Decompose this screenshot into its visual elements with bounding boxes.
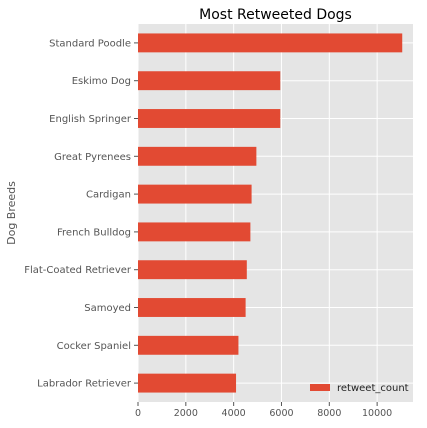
y-tick-label: Cardigan [86,190,131,201]
x-tick-labels: 0 2000 4000 6000 8000 10000 [135,402,392,419]
y-tick-label: Cocker Spaniel [57,341,131,352]
legend-label: retweet_count [337,383,409,394]
bar [138,298,246,317]
bar [138,71,281,91]
bar [138,33,403,53]
y-tick-label: English Springer [49,114,132,125]
y-tick-label: Samoyed [84,303,131,314]
bar [138,373,237,393]
y-tick-label: Labrador Retriever [37,379,132,390]
bar [138,109,281,128]
x-tick-label: 4000 [222,408,246,419]
bars [138,33,403,393]
x-tick-label: 10000 [362,408,392,419]
x-tick-label: 8000 [317,408,341,419]
legend: retweet_count [310,383,409,394]
y-tick-label: French Bulldog [57,227,131,238]
bar [138,260,247,280]
bar [138,335,239,355]
x-tick-label: 2000 [174,408,198,419]
y-tick-labels: Standard Poodle Eskimo Dog English Springe… [24,38,138,390]
x-tick-label: 0 [135,408,141,419]
x-tick-label: 6000 [269,408,293,419]
legend-swatch [310,384,330,391]
y-tick-label: Eskimo Dog [72,76,131,87]
y-axis-label: Dog Breeds [5,181,18,245]
y-tick-label: Standard Poodle [49,38,131,49]
y-tick-label: Great Pyrenees [54,152,131,163]
bar [138,184,252,204]
bar [138,146,257,166]
chart-title: Most Retweeted Dogs [199,7,352,23]
bar [138,222,251,242]
y-tick-label: Flat-Coated Retriever [24,265,132,276]
